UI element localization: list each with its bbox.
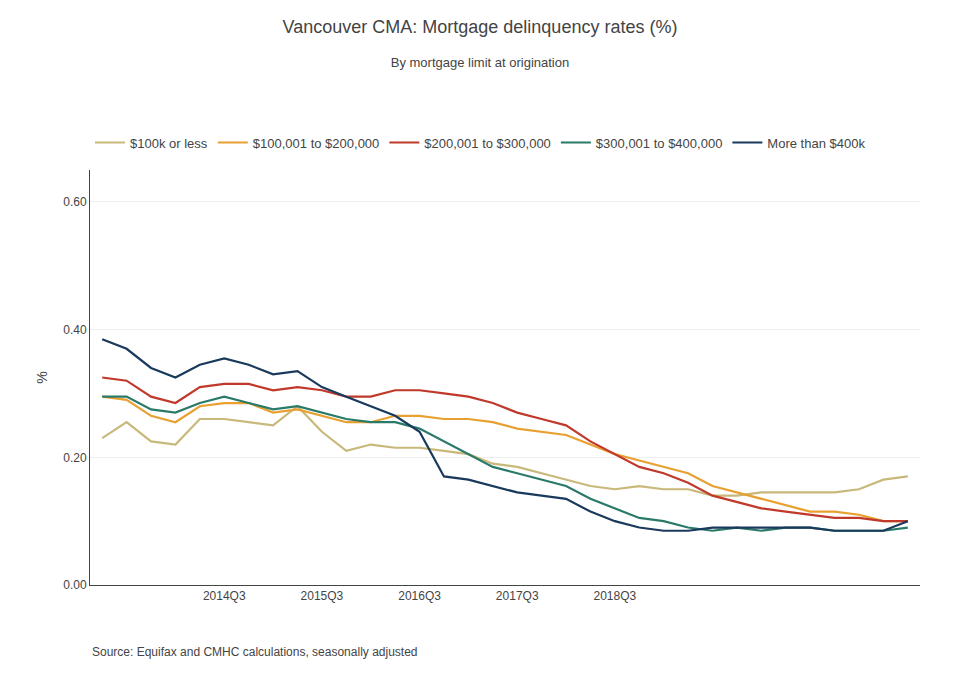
svg-text:%: % bbox=[34, 371, 50, 383]
svg-text:0.60: 0.60 bbox=[63, 195, 87, 209]
svg-text:0.40: 0.40 bbox=[63, 323, 87, 337]
svg-text:2017Q3: 2017Q3 bbox=[496, 589, 539, 603]
svg-text:$300,001 to $400,000: $300,001 to $400,000 bbox=[596, 136, 723, 151]
svg-text:More than $400k: More than $400k bbox=[767, 136, 865, 151]
svg-text:$200,001 to $300,000: $200,001 to $300,000 bbox=[424, 136, 551, 151]
svg-text:2014Q3: 2014Q3 bbox=[203, 589, 246, 603]
svg-text:2018Q3: 2018Q3 bbox=[593, 589, 636, 603]
svg-text:0.20: 0.20 bbox=[63, 451, 87, 465]
svg-text:Source: Equifax and CMHC calcu: Source: Equifax and CMHC calculations, s… bbox=[92, 645, 418, 659]
svg-text:By mortgage limit at originati: By mortgage limit at origination bbox=[391, 55, 569, 70]
svg-text:$100k or less: $100k or less bbox=[130, 136, 208, 151]
svg-text:Vancouver CMA: Mortgage delinq: Vancouver CMA: Mortgage delinquency rate… bbox=[283, 17, 678, 37]
svg-text:2015Q3: 2015Q3 bbox=[301, 589, 344, 603]
svg-text:$100,001 to $200,000: $100,001 to $200,000 bbox=[253, 136, 380, 151]
svg-text:2016Q3: 2016Q3 bbox=[398, 589, 441, 603]
svg-text:0.00: 0.00 bbox=[63, 578, 87, 592]
